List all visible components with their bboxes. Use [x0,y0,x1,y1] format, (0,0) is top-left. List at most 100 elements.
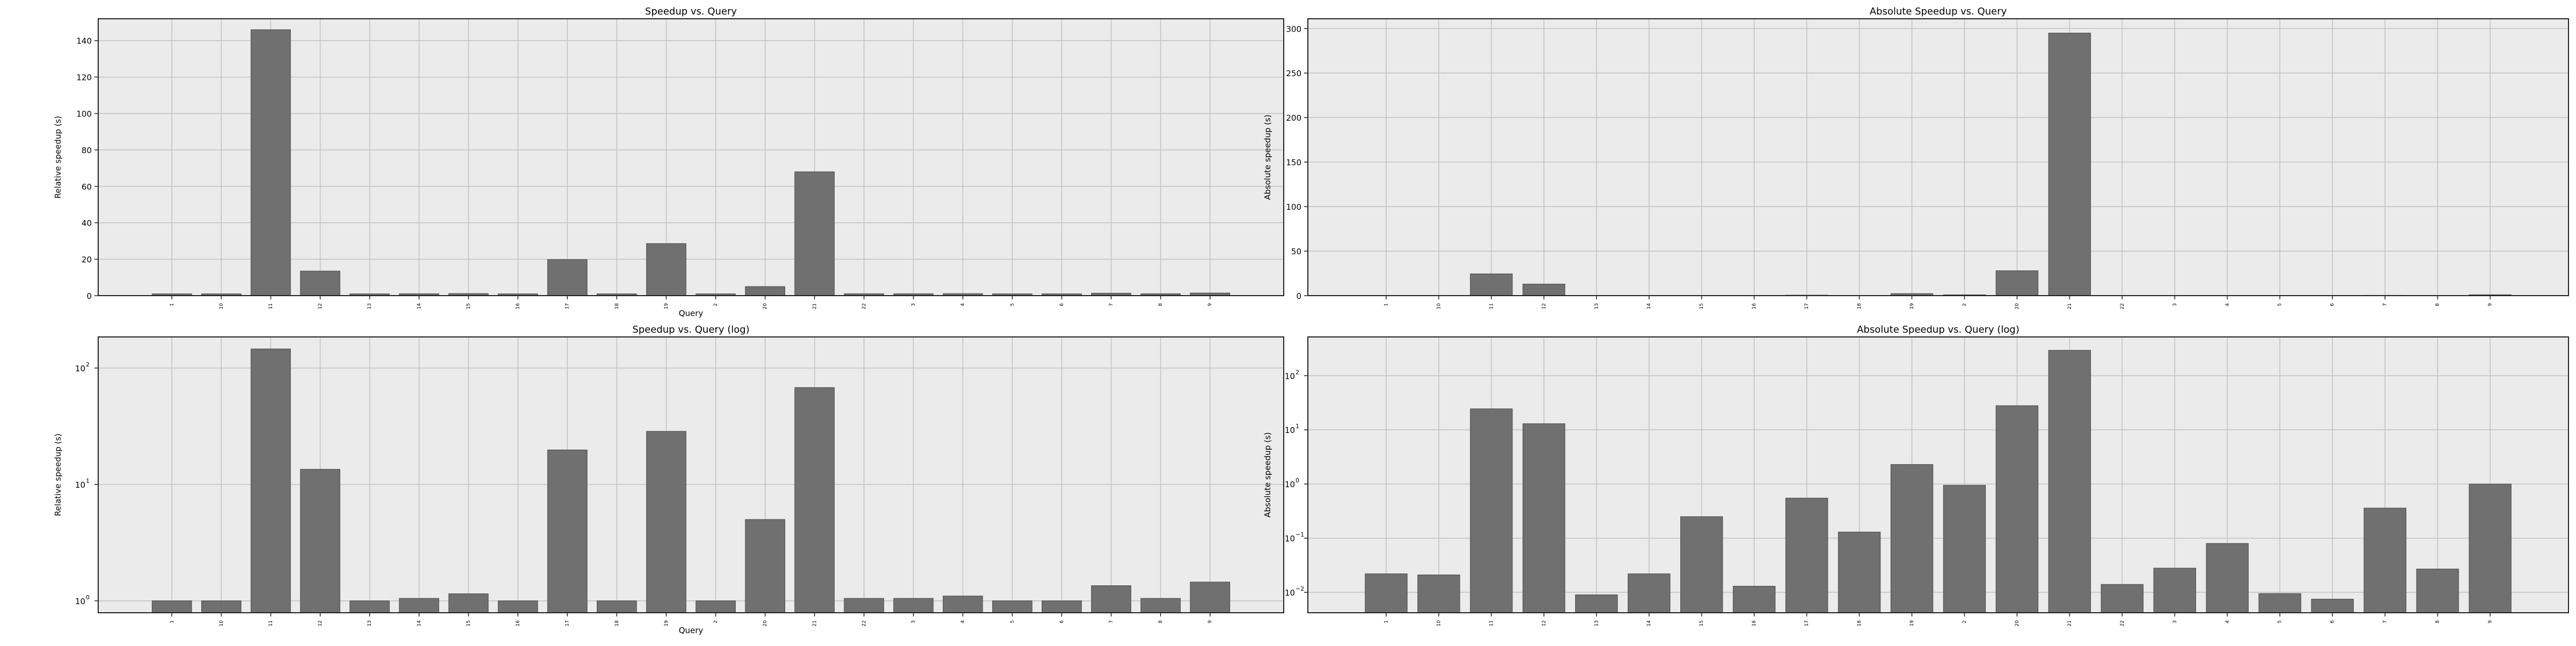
y-tick-label: 150 [1286,158,1301,167]
x-tick-label: 3 [2172,303,2178,306]
bar-query-11 [1470,274,1512,296]
x-tick-label: 22 [861,303,867,309]
x-tick-label: 21 [812,620,817,626]
x-tick-label: 18 [614,303,620,310]
x-tick-label: 7 [1109,303,1114,306]
y-tick-exponent: 0 [86,594,90,601]
bar-query-12 [301,271,340,296]
bar-query-13 [350,601,390,613]
x-tick-label: 18 [1857,303,1862,310]
x-tick-label: 13 [367,620,372,626]
y-tick-label: 10 [1285,588,1295,598]
x-tick-label: 12 [318,303,323,309]
x-tick-label: 13 [367,303,372,309]
bar-query-13 [1576,595,1618,613]
x-tick-label: 14 [416,303,422,310]
y-tick-label: 200 [1286,113,1301,123]
y-tick-label: 50 [1291,247,1301,256]
bar-query-22 [844,598,884,613]
x-tick-label: 10 [219,303,224,310]
x-tick-label: 17 [565,620,570,626]
x-tick-label: 3 [911,620,917,623]
x-tick-label: 19 [664,303,669,310]
bar-query-22 [2101,584,2143,613]
x-tick-label: 8 [1158,620,1163,623]
bar-query-12 [301,469,340,613]
y-tick-label: 10 [1285,534,1295,544]
x-tick-label: 19 [1909,303,1915,310]
x-tick-label: 10 [219,620,224,627]
x-tick-label: 2 [713,303,719,306]
y-tick-label: 20 [82,255,92,265]
y-tick-label: 10 [1285,371,1295,381]
x-tick-label: 16 [516,620,521,627]
x-tick-label: 2 [1962,620,1967,623]
y-tick-label: 40 [82,218,92,228]
x-tick-label: 5 [2278,303,2283,306]
bar-query-17 [1785,498,1827,613]
x-tick-label: 22 [2120,620,2125,626]
x-tick-label: 14 [1646,620,1652,627]
y-tick-label: 0 [86,291,92,301]
bar-query-14 [1628,574,1670,613]
bar-query-4 [2206,544,2248,613]
x-tick-label: 22 [2120,303,2125,309]
x-tick-label: 9 [2488,620,2493,623]
y-tick-label: 10 [75,364,85,373]
bar-query-3 [2154,568,2196,613]
x-tick-label: 12 [1541,303,1547,309]
bar-query-17 [547,450,587,613]
y-tick-exponent: 2 [86,361,90,368]
x-tick-label: 17 [1804,303,1810,309]
bar-query-20 [1996,406,2038,613]
x-tick-label: 3 [2172,620,2178,623]
bar-query-9 [1190,582,1230,613]
bar-query-21 [2048,350,2090,613]
x-tick-label: 8 [2435,620,2441,623]
x-tick-label: 1 [1384,620,1389,623]
chart-title: Speedup vs. Query [645,6,737,17]
bar-query-12 [1523,284,1565,296]
x-tick-label: 16 [516,303,521,310]
y-tick-label: 0 [1296,291,1301,301]
bar-query-10 [1418,575,1460,613]
x-tick-label: 20 [2015,620,2020,627]
bar-query-19 [647,431,686,613]
bar-query-7 [2364,508,2406,613]
y-tick-exponent: 1 [86,478,90,484]
x-tick-label: 10 [1436,620,1441,627]
x-tick-label: 14 [1646,303,1652,310]
bar-query-8 [1141,598,1181,613]
y-axis-label: Relative speedup (s) [53,434,63,516]
y-tick-label: 10 [1285,425,1295,435]
x-tick-label: 21 [812,303,817,309]
x-tick-label: 18 [614,620,620,627]
y-tick-label: 10 [75,597,85,606]
bar-query-20 [745,519,785,613]
x-axis-label: Query [679,626,704,635]
x-tick-label: 2 [1962,303,1967,306]
x-tick-label: 15 [466,620,471,626]
x-tick-label: 12 [1541,620,1547,626]
chart-title: Speedup vs. Query (log) [632,324,749,335]
bar-query-3 [894,598,933,613]
x-tick-label: 19 [1909,620,1915,627]
bar-query-1 [1365,574,1407,613]
y-tick-label: 60 [82,182,92,192]
x-tick-label: 5 [2278,620,2283,623]
bar-query-12 [1523,424,1565,613]
y-tick-label: 100 [76,109,92,119]
x-tick-label: 4 [2225,620,2230,623]
bar-query-21 [2048,33,2090,296]
bar-query-11 [1470,409,1512,613]
bar-query-2 [1943,485,1985,613]
bar-query-7 [1092,586,1131,613]
x-tick-label: 22 [861,620,867,626]
bar-query-4 [943,596,983,613]
bar-query-19 [647,244,686,296]
x-tick-label: 18 [1857,620,1862,627]
bar-query-14 [399,598,439,613]
